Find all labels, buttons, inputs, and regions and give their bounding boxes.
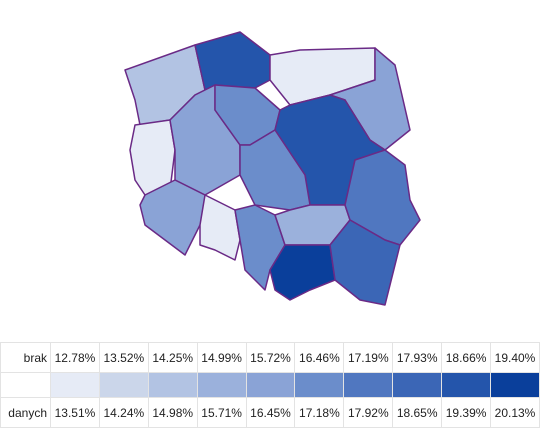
color-swatch	[50, 372, 100, 398]
range-to: 14.24%	[98, 397, 149, 428]
color-swatch	[441, 372, 492, 398]
range-to: 17.92%	[343, 397, 394, 428]
color-swatch	[490, 372, 540, 398]
range-from: 15.72%	[245, 342, 296, 373]
range-to: 16.45%	[245, 397, 296, 428]
color-swatch	[343, 372, 394, 398]
region	[194, 31, 271, 91]
range-to: 13.51%	[50, 397, 100, 428]
range-to: 19.39%	[441, 397, 492, 428]
color-swatch	[294, 372, 345, 398]
map	[124, 31, 421, 306]
range-to: 14.98%	[147, 397, 198, 428]
range-from: 12.78%	[50, 342, 100, 373]
range-from: 16.46%	[294, 342, 345, 373]
region	[329, 219, 401, 306]
no-data-label: brak	[0, 342, 51, 373]
range-from: 13.52%	[98, 342, 149, 373]
color-swatch	[392, 372, 443, 398]
range-to: 17.18%	[294, 397, 345, 428]
range-to: 20.13%	[490, 397, 540, 428]
range-from: 14.99%	[196, 342, 247, 373]
no-data-swatch	[0, 372, 51, 398]
range-to: 18.65%	[392, 397, 443, 428]
range-from: 18.66%	[441, 342, 492, 373]
legend: brak 12.78% 13.52% 14.25% 14.99% 15.72% 16.46%…	[0, 342, 540, 428]
range-from: 14.25%	[147, 342, 198, 373]
region	[269, 244, 336, 301]
color-swatch	[196, 372, 247, 398]
color-swatch	[147, 372, 198, 398]
range-to: 15.71%	[196, 397, 247, 428]
color-swatch	[98, 372, 149, 398]
color-swatch	[245, 372, 296, 398]
region	[199, 194, 241, 261]
range-from: 19.40%	[490, 342, 540, 373]
no-data-label: danych	[0, 397, 51, 428]
range-from: 17.19%	[343, 342, 394, 373]
range-from: 17.93%	[392, 342, 443, 373]
